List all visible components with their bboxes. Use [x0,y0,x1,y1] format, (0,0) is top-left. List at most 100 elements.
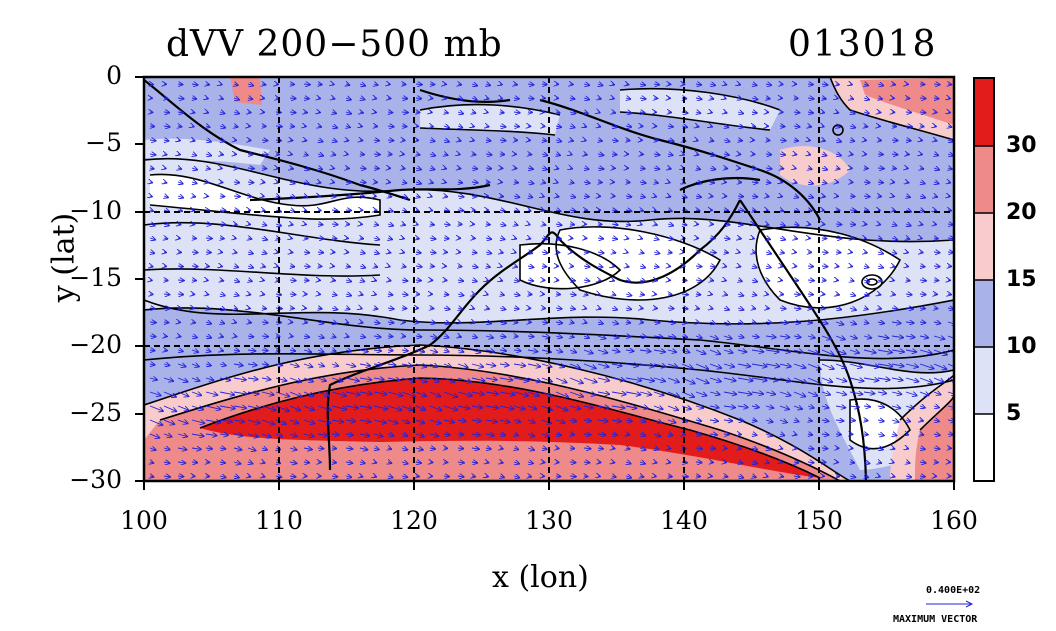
wind-vector [332,462,336,463]
wind-vector [821,363,834,369]
wind-vector [275,126,282,127]
wind-vector [710,182,714,183]
wind-vector [360,252,365,253]
wind-vector [737,322,743,324]
wind-vector [640,252,644,253]
wind-vector [457,377,471,382]
wind-vector [527,364,540,367]
wind-vector [807,98,814,99]
wind-vector [345,294,351,296]
wind-vector [640,238,642,239]
wind-vector [751,350,763,352]
wind-vector [150,196,152,197]
wind-vector [612,448,615,449]
wind-vector [835,336,845,339]
wind-vector [878,196,881,197]
wind-vector [751,98,758,99]
wind-vector [542,266,546,267]
colorbar-label: 5 [1006,401,1022,426]
wind-vector [332,140,337,142]
wind-vector [583,84,589,85]
wind-vector [318,308,322,309]
wind-vector [779,308,786,309]
wind-vector [191,364,199,367]
wind-vector [458,98,463,99]
wind-vector [766,238,770,239]
wind-vector [234,294,239,296]
wind-vector [387,364,396,365]
wind-vector [709,448,715,449]
wind-vector [612,280,614,281]
wind-vector [751,336,759,337]
wind-vector [612,266,614,267]
wind-vector [737,196,743,197]
wind-vector [556,196,559,197]
wind-vector [458,308,462,309]
wind-vector [682,154,684,155]
wind-vector [584,154,587,155]
wind-vector [892,462,894,463]
wind-vector [485,252,491,253]
wind-vector [724,126,728,127]
wind-vector [527,350,538,352]
wind-vector [457,448,463,449]
wind-vector [724,266,726,267]
wind-vector [458,154,460,155]
wind-vector [877,182,883,183]
wind-vector [346,98,351,100]
wind-vector [500,196,503,197]
wind-vector [878,280,882,281]
y-tick-label: −25 [69,398,122,427]
wind-vector [345,196,352,197]
wind-vector [248,280,252,281]
wind-vector [639,350,651,352]
wind-vector [626,238,628,239]
wind-vector [332,182,334,183]
wind-vector [415,168,421,170]
wind-vector [723,140,730,142]
wind-vector [317,252,323,253]
wind-vector [808,308,812,309]
wind-vector [779,154,785,155]
wind-vector [752,126,755,127]
wind-vector [766,294,768,295]
wind-vector [863,364,879,367]
wind-vector [934,196,937,197]
wind-vector [556,168,558,169]
wind-vector [430,308,434,309]
wind-vector [892,84,895,85]
wind-vector [905,140,911,141]
wind-vector [345,378,359,381]
wind-vector [598,280,601,281]
wind-vector [163,126,170,127]
wind-vector [373,350,381,351]
wind-vector [332,294,337,295]
wind-vector [443,224,450,225]
wind-vector [486,308,489,309]
wind-vector [444,196,447,197]
wind-vector [234,210,239,211]
wind-vector [290,140,292,141]
wind-vector [542,462,545,463]
wind-vector [429,154,435,156]
wind-vector [863,98,869,100]
wind-vector [429,322,436,323]
wind-vector [892,266,895,267]
wind-vector [416,224,418,225]
wind-vector [528,238,530,239]
max-vector-value: 0.400E+02 [926,585,981,596]
wind-vector [149,154,156,155]
wind-vector [472,112,475,113]
wind-vector [765,350,779,352]
wind-vector [205,238,212,239]
wind-vector [402,266,406,267]
wind-vector [709,252,716,253]
wind-vector [584,322,587,323]
wind-vector [947,224,953,225]
wind-vector [668,448,670,449]
wind-vector [374,280,376,281]
wind-vector [331,378,343,381]
wind-vector [891,336,903,338]
wind-vector [920,266,925,267]
wind-vector [429,378,439,382]
